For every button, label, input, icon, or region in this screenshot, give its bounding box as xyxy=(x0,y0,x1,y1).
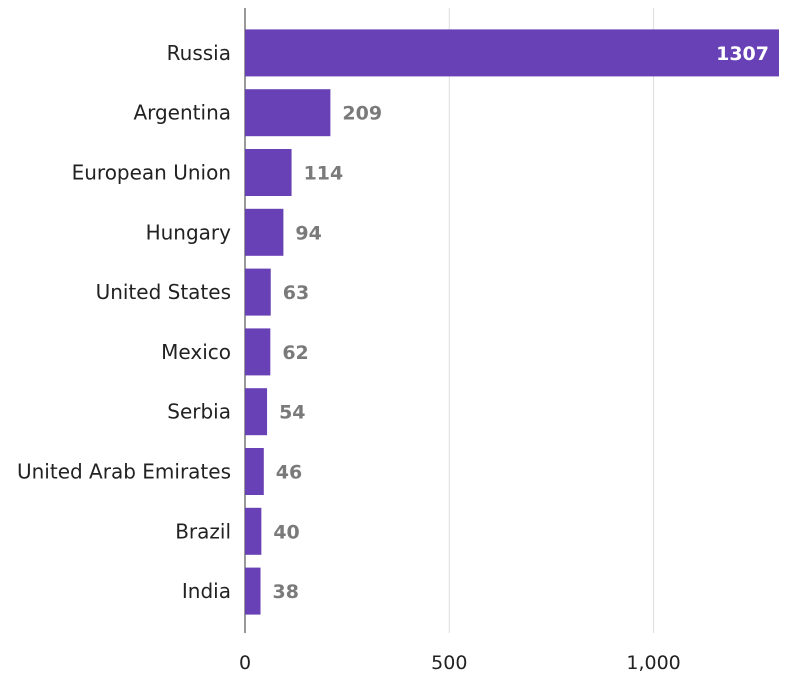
value-label: 209 xyxy=(342,103,382,125)
x-axis-tick-labels: 0 500 1,000 xyxy=(239,652,681,674)
bar-brazil xyxy=(245,507,262,555)
value-label: 62 xyxy=(282,342,308,364)
category-label: Serbia xyxy=(167,400,231,424)
bar-united-states xyxy=(245,268,271,316)
value-label: 1307 xyxy=(716,43,769,65)
value-label: 38 xyxy=(273,581,299,603)
category-label: Russia xyxy=(167,41,231,65)
value-label: 54 xyxy=(279,402,305,424)
category-labels: Russia Argentina European Union Hungary Unit… xyxy=(17,41,231,603)
x-tick-label: 1,000 xyxy=(626,652,680,674)
value-labels: 1307 209 114 94 63 62 54 46 40 38 xyxy=(273,43,769,603)
bar-india xyxy=(245,567,261,615)
category-label: Argentina xyxy=(133,101,231,125)
bar-serbia xyxy=(245,388,268,436)
bar-mexico xyxy=(245,328,271,376)
category-label: India xyxy=(182,579,231,603)
category-label: United Arab Emirates xyxy=(17,460,231,484)
bars xyxy=(245,29,779,615)
bar-argentina xyxy=(245,89,331,137)
x-tick-label: 0 xyxy=(239,652,251,674)
value-label: 40 xyxy=(273,521,299,543)
category-label: European Union xyxy=(72,161,231,185)
category-label: United States xyxy=(96,280,231,304)
category-label: Brazil xyxy=(175,519,231,543)
value-label: 114 xyxy=(304,163,344,185)
bar-hungary xyxy=(245,208,284,256)
category-label: Mexico xyxy=(161,340,231,364)
x-tick-label: 500 xyxy=(431,652,467,674)
bar-united-arab-emirates xyxy=(245,448,264,495)
bar-european-union xyxy=(245,149,292,196)
value-label: 63 xyxy=(283,282,309,304)
value-label: 46 xyxy=(276,462,302,484)
bar-russia xyxy=(245,29,779,77)
category-label: Hungary xyxy=(146,220,232,244)
value-label: 94 xyxy=(295,222,321,244)
